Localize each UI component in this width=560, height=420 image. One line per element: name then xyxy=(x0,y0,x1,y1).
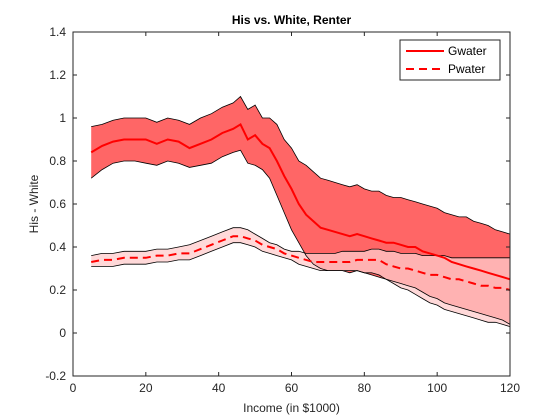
x-tick-label: 0 xyxy=(70,381,77,395)
x-tick-label: 100 xyxy=(427,381,447,395)
y-tick-label: -0.2 xyxy=(45,369,66,383)
x-tick-label: 120 xyxy=(500,381,520,395)
x-axis-label: Income (in $1000) xyxy=(243,401,340,415)
pwater-line xyxy=(91,235,511,291)
pwater-lower-bound xyxy=(91,242,511,327)
y-tick-label: 1.2 xyxy=(49,68,66,82)
y-axis-label: His - White xyxy=(27,174,41,233)
gwater-lower-bound xyxy=(90,149,511,325)
y-tick-label: 1.4 xyxy=(49,25,66,39)
y-tick-label: 1 xyxy=(59,111,66,125)
x-tick-label: 40 xyxy=(212,381,226,395)
pwater-band xyxy=(91,227,510,327)
x-tick-label: 80 xyxy=(358,381,372,395)
gwater-line xyxy=(90,122,511,281)
x-axis-ticks: 0 20 40 60 80 100 120 xyxy=(70,32,520,395)
gwater-legend-label: Gwater xyxy=(448,44,487,58)
y-tick-label: 0.4 xyxy=(49,240,66,254)
confidence-bands xyxy=(91,96,510,327)
legend: Gwater Pwater xyxy=(399,39,501,81)
y-axis-ticks: -0.2 0 0.2 0.4 0.6 0.8 1 1.2 1.4 xyxy=(45,25,510,383)
pwater-legend-label: Pwater xyxy=(448,62,485,76)
chart-title: His vs. White, Renter xyxy=(232,13,352,27)
series-lines xyxy=(90,95,511,327)
pwater-upper-bound xyxy=(91,227,510,259)
legend-box xyxy=(399,39,501,81)
y-tick-label: 0.8 xyxy=(49,154,66,168)
x-tick-label: 60 xyxy=(285,381,299,395)
y-tick-label: 0 xyxy=(59,326,66,340)
y-tick-label: 0.6 xyxy=(49,197,66,211)
x-tick-label: 20 xyxy=(139,381,153,395)
gwater-upper-bound xyxy=(91,95,511,235)
y-tick-label: 0.2 xyxy=(49,283,66,297)
